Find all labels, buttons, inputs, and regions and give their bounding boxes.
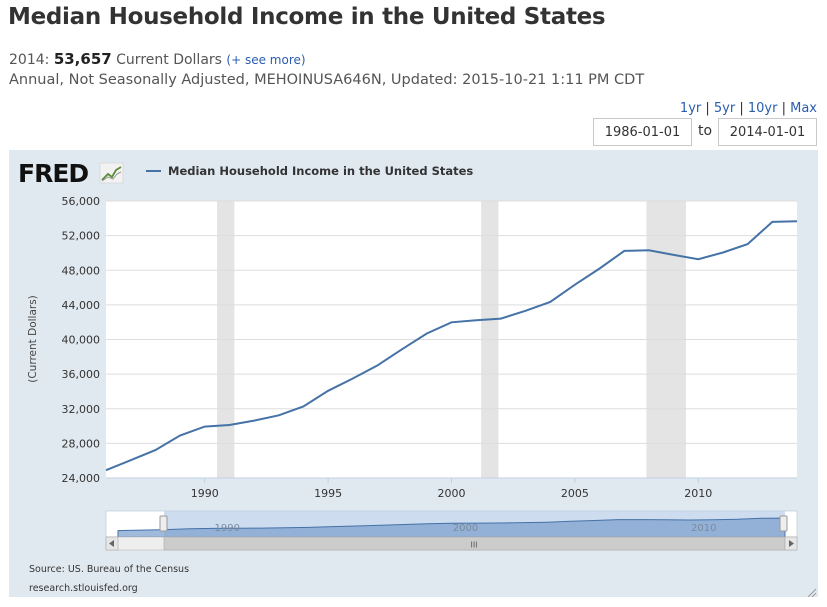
source-text: Source: US. Bureau of the Census <box>29 564 189 575</box>
y-tick-label: 32,000 <box>62 403 101 416</box>
scroll-grip-icon: III <box>470 541 477 550</box>
x-tick-label: 2005 <box>561 487 589 500</box>
series-metadata: Annual, Not Seasonally Adjusted, MEHOINU… <box>9 72 645 88</box>
x-tick-label: 1995 <box>314 487 342 500</box>
start-date-input[interactable] <box>593 118 692 146</box>
range-5yr-link[interactable]: 5yr <box>713 101 736 116</box>
scroll-left-arrow-icon <box>109 540 114 547</box>
y-axis-label: (Current Dollars) <box>27 295 39 383</box>
navigator-label: 2010 <box>691 523 716 534</box>
chart-svg: FRED Median Household Income in the Unit… <box>18 159 817 598</box>
range-10yr-link[interactable]: 10yr <box>747 101 778 116</box>
navigator[interactable]: 1990 2000 2010 <box>105 510 798 538</box>
range-selector: 1yr | 5yr | 10yr | Max <box>679 101 817 116</box>
chart-panel: FRED Median Household Income in the Unit… <box>9 150 818 598</box>
y-tick-label: 44,000 <box>62 299 101 312</box>
y-tick-label: 40,000 <box>62 334 101 347</box>
y-tick-label: 52,000 <box>62 230 101 243</box>
page-title: Median Household Income in the United St… <box>8 4 606 30</box>
resize-handle-icon[interactable] <box>807 588 817 598</box>
x-tick-label: 2010 <box>684 487 712 500</box>
to-label: to <box>698 123 713 139</box>
legend-label[interactable]: Median Household Income in the United St… <box>168 164 473 178</box>
x-tick-label: 2000 <box>438 487 466 500</box>
y-tick-label: 24,000 <box>62 472 101 485</box>
scrollbar[interactable]: III <box>105 536 798 551</box>
y-tick-label: 28,000 <box>62 437 101 450</box>
latest-observation: 2014: 53,657 Current Dollars (+ see more… <box>9 50 306 68</box>
navigator-left-handle[interactable] <box>159 515 168 532</box>
y-tick-label: 56,000 <box>62 195 101 208</box>
series-line[interactable] <box>105 220 798 472</box>
latest-value: 53,657 <box>53 50 112 68</box>
y-tick-label: 36,000 <box>62 368 101 381</box>
range-1yr-link[interactable]: 1yr <box>679 101 702 116</box>
units-label: Current Dollars <box>116 52 222 68</box>
fred-logo-graph-icon <box>99 162 124 184</box>
fred-logo: FRED <box>18 159 88 188</box>
navigator-right-handle[interactable] <box>779 515 788 532</box>
y-tick-label: 48,000 <box>62 264 101 277</box>
x-tick-label: 1990 <box>191 487 219 500</box>
navigator-label: 2000 <box>453 523 478 534</box>
scroll-right-arrow-icon <box>789 540 794 547</box>
source-link[interactable]: research.stlouisfed.org <box>29 583 138 594</box>
latest-prefix: 2014: <box>9 52 50 68</box>
see-more-link[interactable]: (+ see more) <box>226 53 306 67</box>
navigator-label: 1990 <box>215 523 240 534</box>
end-date-input[interactable] <box>718 118 817 146</box>
range-max-link[interactable]: Max <box>790 101 817 116</box>
